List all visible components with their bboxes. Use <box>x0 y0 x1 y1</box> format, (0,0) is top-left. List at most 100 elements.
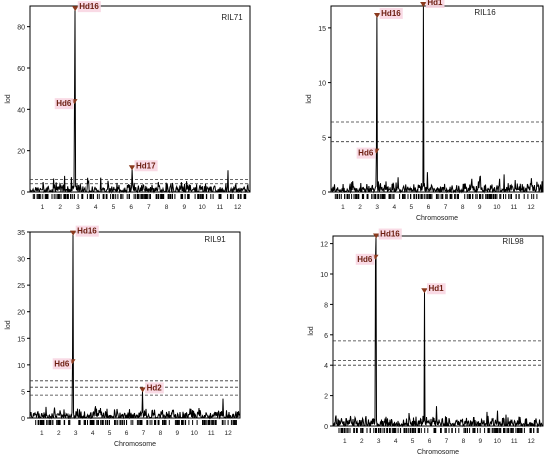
x-tick-label: 11 <box>511 438 518 445</box>
y-tick-label: 20 <box>17 149 25 156</box>
y-tick-label: 20 <box>17 310 25 317</box>
x-tick-label: 8 <box>462 438 466 445</box>
y-tick-label: 12 <box>320 242 328 249</box>
x-tick-label: 6 <box>428 438 432 445</box>
y-axis-label: lod <box>308 326 315 335</box>
peak-label: Hd16 <box>381 9 401 18</box>
x-tick-label: 3 <box>377 438 381 445</box>
x-tick-label: 8 <box>159 430 163 437</box>
x-tick-label: 7 <box>142 430 146 437</box>
x-tick-label: 8 <box>165 204 169 211</box>
peak-label: Hd2 <box>147 383 163 392</box>
panel-ril71: 0 20 40 60 80 lod RIL71 1 2 3 4 5 6 7 8 9 10 11 12 Hd16 Hd6 H… <box>0 0 275 228</box>
peak-label-background <box>425 0 445 8</box>
lod-curve <box>29 10 251 194</box>
peak-label-background <box>134 160 158 172</box>
peak-label-background <box>75 225 99 237</box>
x-tick-label: 4 <box>94 204 98 211</box>
peak-label: Hd6 <box>56 99 72 108</box>
x-tick-label: 5 <box>112 204 116 211</box>
x-tick-label: 12 <box>225 430 233 437</box>
x-tick-label: 4 <box>392 204 396 211</box>
x-tick-label: 12 <box>528 438 536 445</box>
peak-marker <box>420 2 427 7</box>
x-tick-label: 6 <box>427 204 431 211</box>
x-axis-label: Chromosome <box>416 215 458 222</box>
y-tick-label: 15 <box>318 26 326 33</box>
lod-curve <box>332 237 544 428</box>
y-tick-label: 60 <box>17 66 25 73</box>
x-tick-label: 7 <box>445 438 449 445</box>
x-tick-label: 7 <box>444 204 448 211</box>
x-tick-label: 9 <box>183 204 187 211</box>
lod-curve <box>330 5 544 194</box>
x-tick-label: 5 <box>411 438 415 445</box>
peak-marker <box>128 165 136 171</box>
x-tick-label: 3 <box>74 430 78 437</box>
peak-marker <box>139 387 146 393</box>
y-tick-label: 10 <box>318 81 326 88</box>
plot-frame <box>332 235 544 427</box>
y-tick-label: 5 <box>21 389 25 396</box>
y-tick-label: 15 <box>17 336 25 343</box>
y-tick-label: 40 <box>17 107 25 114</box>
plot-frame <box>29 231 241 419</box>
peak-label: Hd1 <box>428 284 444 293</box>
y-tick-label: 10 <box>17 363 25 370</box>
x-tick-label: 3 <box>76 204 80 211</box>
x-tick-label: 11 <box>216 204 223 211</box>
peak-label-background <box>355 253 375 265</box>
x-tick-label: 1 <box>341 204 345 211</box>
y-tick-label: 6 <box>324 333 328 340</box>
x-tick-label: 2 <box>57 430 61 437</box>
peak-marker <box>72 6 79 12</box>
x-tick-label: 2 <box>58 204 62 211</box>
y-tick-label: 0 <box>324 424 328 431</box>
y-tick-label: 30 <box>17 257 25 264</box>
peak-label: Hd1 <box>427 0 443 7</box>
x-tick-label: 4 <box>91 430 95 437</box>
panel-ril98: 0 2 4 6 8 10 12 lod RIL98 1 2 3 4 5 6 7 8 9 10 11 12 Chromoso… <box>275 228 550 456</box>
x-tick-label: 2 <box>358 204 362 211</box>
x-tick-label: 3 <box>375 204 379 211</box>
x-tick-label: 9 <box>479 438 483 445</box>
x-tick-label: 11 <box>208 430 215 437</box>
peak-label-background <box>356 147 376 159</box>
peak-label-background <box>145 382 164 394</box>
plot-frame <box>330 5 544 193</box>
y-tick-label: 10 <box>320 272 328 279</box>
x-tick-label: 7 <box>147 204 151 211</box>
peak-label-background <box>379 7 403 19</box>
chart-title: RIL16 <box>474 8 496 17</box>
y-tick-label: 4 <box>324 363 328 370</box>
y-tick-label: 0 <box>21 190 25 197</box>
peak-label-background <box>52 358 72 370</box>
x-tick-label: 9 <box>176 430 180 437</box>
panel-ril91: 0 5 10 15 20 25 30 35 lod RIL91 1 2 3 4 5 6 7 8 9 10 11 12 Chr… <box>0 225 275 456</box>
peak-marker <box>421 288 428 294</box>
x-tick-label: 12 <box>234 204 242 211</box>
x-tick-label: 5 <box>108 430 112 437</box>
peak-label: Hd16 <box>380 230 400 239</box>
y-tick-label: 25 <box>17 283 25 290</box>
peak-label: Hd17 <box>136 161 156 170</box>
peak-marker <box>373 12 381 18</box>
peak-marker <box>372 233 380 239</box>
x-tick-label: 9 <box>478 204 482 211</box>
peak-label: Hd16 <box>79 2 99 11</box>
peak-label: Hd6 <box>358 149 374 158</box>
x-tick-label: 6 <box>129 204 133 211</box>
x-tick-label: 10 <box>191 430 199 437</box>
x-tick-label: 10 <box>198 204 206 211</box>
x-tick-label: 2 <box>360 438 364 445</box>
x-tick-label: 4 <box>394 438 398 445</box>
x-axis-label: Chromosome <box>114 441 156 448</box>
x-tick-label: 12 <box>527 204 535 211</box>
y-axis-label: lod <box>5 94 12 103</box>
chart-title: RIL91 <box>204 235 226 244</box>
lod-curve <box>29 234 241 420</box>
y-axis-label: lod <box>306 94 313 103</box>
